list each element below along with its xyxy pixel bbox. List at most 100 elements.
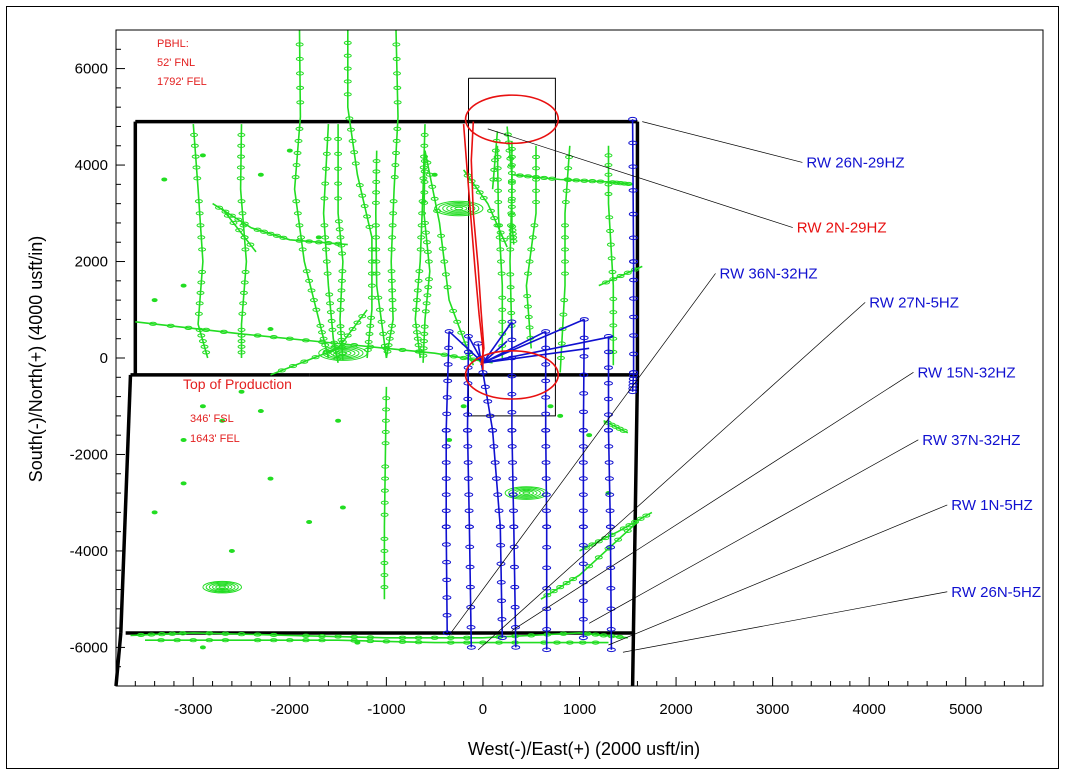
offset-well-marker <box>496 247 505 252</box>
offset-well-marker <box>285 638 294 643</box>
offset-well-marker <box>491 148 500 153</box>
offset-well-marker <box>604 162 613 168</box>
offset-well-marker <box>387 278 396 283</box>
plan-well-marker <box>578 444 588 449</box>
offset-well-marker <box>371 223 380 228</box>
plan-well-marker <box>578 543 588 548</box>
offset-well-path-4 <box>239 124 248 358</box>
plan-well-marker <box>628 116 638 122</box>
offset-well-marker <box>393 100 402 105</box>
offset-well-marker <box>386 330 395 335</box>
offset-well-dot <box>286 148 293 153</box>
offset-well-marker <box>430 635 439 640</box>
chart-frame <box>6 6 1059 769</box>
plan-well-marker <box>606 647 616 653</box>
offset-well-marker <box>219 329 228 334</box>
plan-well-marker <box>629 351 639 357</box>
leader-line-7 <box>622 591 948 653</box>
offset-well-marker <box>493 223 502 228</box>
offset-target-ring-0 <box>218 585 226 589</box>
plan-well-marker <box>541 476 551 481</box>
offset-well-marker <box>241 247 250 252</box>
plan-well-marker <box>443 378 453 384</box>
offset-well-marker <box>507 180 516 185</box>
offset-well-marker <box>253 227 262 232</box>
offset-well-marker <box>453 319 462 324</box>
offset-well-marker <box>194 311 203 316</box>
offset-well-marker <box>381 476 390 481</box>
offset-well-marker <box>380 500 389 505</box>
plan-well-marker <box>443 362 453 367</box>
offset-well-path-17 <box>221 208 257 253</box>
plan-well-marker <box>578 492 588 497</box>
plan-well-marker <box>464 524 474 530</box>
offset-well-marker <box>305 278 314 283</box>
offset-well-marker <box>495 640 504 645</box>
offset-target-ring-2 <box>442 203 476 214</box>
offset-well-marker <box>388 307 397 312</box>
offset-well-marker <box>300 359 309 364</box>
plan-well-marker <box>509 524 519 530</box>
well-labels: RW 26N-29HZ RW 2N-29HZ RW 36N-32HZ RW 27N-5… <box>720 154 1042 600</box>
x-tick-label: 1000 <box>563 701 596 718</box>
offset-well-marker <box>196 223 205 228</box>
offset-well-marker <box>379 331 388 336</box>
offset-well-marker <box>374 295 383 300</box>
offset-well-marker <box>437 233 446 238</box>
offset-well-dot <box>460 404 467 409</box>
offset-well-marker <box>198 339 207 344</box>
offset-well-marker <box>355 183 364 188</box>
offset-well-marker <box>596 179 605 184</box>
x-tick-label: 0 <box>479 701 487 718</box>
offset-well-marker <box>295 42 304 47</box>
plan-well-marker <box>462 428 472 433</box>
offset-well-marker <box>238 211 247 216</box>
plan-well-marker <box>463 444 473 449</box>
offset-well-dot <box>586 433 593 438</box>
offset-well-marker <box>532 175 541 180</box>
offset-well-marker <box>367 315 376 320</box>
offset-well-path-8 <box>422 150 431 363</box>
offset-well-dot <box>180 438 187 442</box>
offset-well-marker <box>294 138 303 144</box>
offset-well-marker <box>578 640 587 645</box>
plan-well-fan-1 <box>467 335 484 364</box>
offset-well-marker <box>367 283 376 288</box>
offset-well-marker <box>604 153 613 158</box>
offset-well-marker <box>389 211 398 216</box>
offset-well-marker <box>381 418 390 423</box>
offset-well-marker <box>296 85 305 90</box>
plan-well-marker <box>507 319 517 325</box>
offset-well-dot <box>257 172 264 177</box>
offset-well-marker <box>507 204 516 209</box>
offset-well-marker <box>420 179 429 185</box>
offset-well-dot <box>306 520 313 524</box>
offset-well-marker <box>609 277 618 282</box>
plan-well-marker <box>541 362 551 367</box>
offset-well-marker <box>358 314 367 319</box>
offset-well-marker <box>367 295 376 300</box>
offset-well-marker <box>253 638 262 643</box>
plan-well-marker <box>465 584 475 590</box>
offset-well-marker <box>337 278 346 283</box>
offset-well-marker <box>507 188 516 193</box>
plan-well-marker <box>578 524 588 530</box>
offset-well-marker <box>549 589 558 594</box>
offset-well-path-1 <box>346 30 373 359</box>
offset-well-marker <box>334 181 343 186</box>
offset-well-marker <box>311 355 320 360</box>
offset-well-marker <box>380 488 389 493</box>
offset-well-dot <box>267 476 274 481</box>
plan-well-marker <box>541 395 551 400</box>
offset-well-marker <box>528 235 537 240</box>
offset-well-marker <box>497 271 506 276</box>
offset-well-marker <box>414 635 423 640</box>
lease-line-8 <box>630 374 640 687</box>
offset-well-marker <box>196 290 205 295</box>
plan-well-marker <box>541 378 551 384</box>
plan-well-marker <box>629 333 639 338</box>
offset-well-marker <box>398 347 407 353</box>
offset-well-path-11 <box>496 145 504 358</box>
offset-well-marker <box>345 116 354 121</box>
offset-well-marker <box>559 631 568 636</box>
